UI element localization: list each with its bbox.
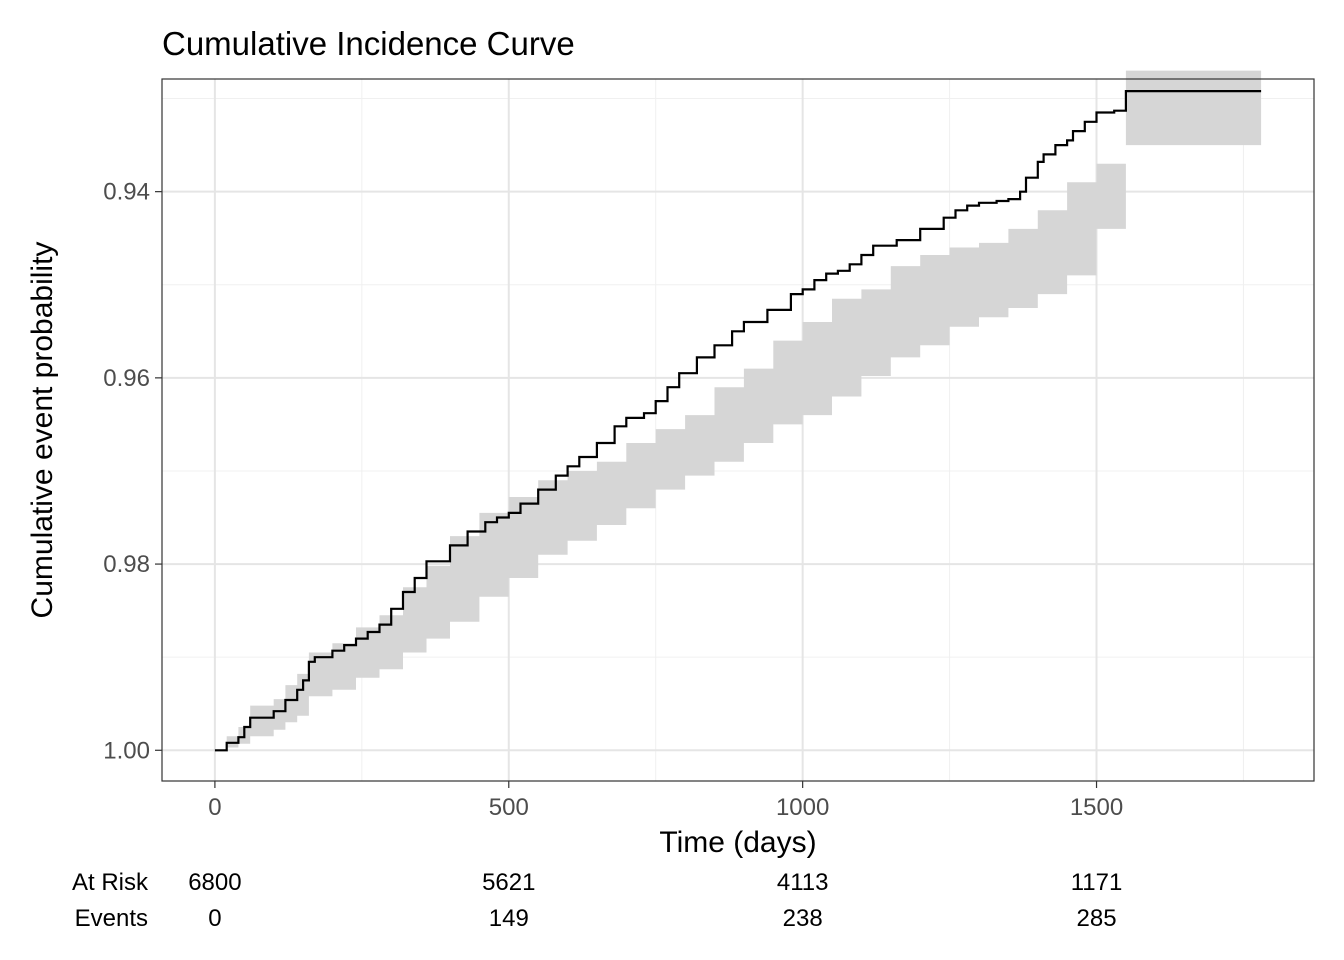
chart-title: Cumulative Incidence Curve — [162, 25, 575, 62]
y-tick-label: 0.96 — [103, 365, 150, 392]
x-tick-label: 500 — [489, 794, 529, 821]
events-row-label: Events — [75, 905, 148, 932]
x-axis-title: Time (days) — [659, 826, 816, 859]
at-risk-value: 4113 — [777, 869, 829, 896]
incidence-step-line — [214, 90, 1262, 752]
x-tick-label: 1500 — [1070, 794, 1123, 821]
confidence-band — [214, 70, 1262, 751]
at-risk-row-label: At Risk — [72, 869, 149, 896]
at-risk-value: 5621 — [482, 869, 535, 896]
at-risk-value: 6800 — [188, 869, 241, 896]
confidence-band-layer — [214, 70, 1262, 751]
axis-ticks: 0 500 1000 1500 0.94 0.96 0.98 1.00 — [103, 179, 1123, 821]
at-risk-value: 1171 — [1071, 869, 1123, 896]
minor-grid — [162, 79, 1314, 781]
y-axis-title: Cumulative event probability — [26, 242, 59, 619]
y-tick-label: 1.00 — [103, 737, 150, 764]
events-value: 238 — [783, 905, 823, 932]
x-tick-label: 1000 — [776, 794, 829, 821]
y-tick-label: 0.94 — [103, 179, 150, 206]
y-tick-label: 0.98 — [103, 551, 150, 578]
events-value: 0 — [208, 905, 221, 932]
x-tick-label: 0 — [208, 794, 221, 821]
risk-table: 6800 0 5621 149 4113 238 1171 285 — [188, 869, 1122, 932]
incidence-line-layer — [214, 90, 1262, 752]
plot-panel-border — [161, 78, 1315, 782]
events-value: 149 — [489, 905, 529, 932]
events-value: 285 — [1077, 905, 1117, 932]
